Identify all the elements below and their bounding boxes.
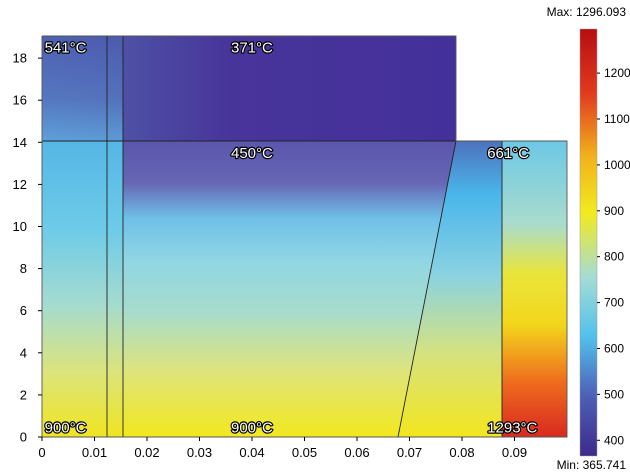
x-tick-label: 0 [38, 445, 45, 460]
temperature-label: 371°C [231, 40, 273, 57]
axes: 0 0.01 0.02 0.03 0.04 0.05 0.06 0.07 0.08 0.09 0 2 4… [13, 51, 528, 460]
x-tick-label: 0.03 [187, 445, 212, 460]
colorbar-min-label: Min: 365.741 [557, 458, 627, 472]
colorbar-tick-label: 900 [604, 204, 624, 218]
plot-regions [42, 36, 567, 437]
temperature-label: 541°C [45, 40, 87, 57]
y-tick-label: 16 [13, 93, 27, 108]
x-tick-label: 0.07 [397, 445, 422, 460]
colorbar-tick-label: 700 [604, 296, 624, 310]
colorbar-tick-label: 400 [604, 433, 624, 447]
colorbar-tick-label: 500 [604, 387, 624, 401]
hot-right-strip [502, 141, 567, 437]
lower-left-strip [42, 141, 123, 437]
y-tick-label: 4 [20, 345, 27, 360]
y-tick-label: 10 [13, 219, 27, 234]
temperature-annotations: 541°C 371°C 450°C 661°C 900°C 900°C 1293°C [43, 38, 538, 437]
colorbar-tick-label: 600 [604, 341, 624, 355]
colorbar-max-label: Max: 1296.093 [547, 5, 627, 19]
x-tick-label: 0.05 [292, 445, 317, 460]
temperature-label: 1293°C [487, 420, 537, 437]
boundary-line [397, 140, 457, 438]
y-tick-label: 2 [20, 387, 27, 402]
x-tick-label: 0.08 [449, 445, 474, 460]
y-tick-label: 14 [13, 135, 27, 150]
x-tick-label: 0.02 [134, 445, 159, 460]
slanted-region [398, 141, 502, 437]
colorbar-tick-label: 800 [604, 250, 624, 264]
x-tick-label: 0.09 [502, 445, 527, 460]
y-tick-label: 18 [13, 51, 27, 66]
x-tick-label: 0.01 [82, 445, 107, 460]
y-tick-label: 8 [20, 261, 27, 276]
colorbar-tick-label: 1200 [604, 66, 630, 80]
temperature-label: 450°C [231, 145, 273, 162]
y-tick-label: 12 [13, 177, 27, 192]
upper-left-strip [42, 36, 123, 141]
colorbar-tick-label: 1000 [604, 158, 630, 172]
temperature-label: 900°C [231, 420, 273, 437]
temperature-label: 661°C [487, 145, 529, 162]
colorbar-scale [579, 28, 598, 457]
y-tick-label: 0 [20, 430, 27, 445]
y-tick-label: 6 [20, 303, 27, 318]
colorbar: 400 500 600 700 800 900 1000 1100 1200 Max: 1296.… [547, 5, 630, 472]
x-tick-label: 0.06 [344, 445, 369, 460]
x-tick-label: 0.04 [239, 445, 264, 460]
colorbar-tick-label: 1100 [604, 112, 630, 126]
temperature-label: 900°C [45, 420, 87, 437]
